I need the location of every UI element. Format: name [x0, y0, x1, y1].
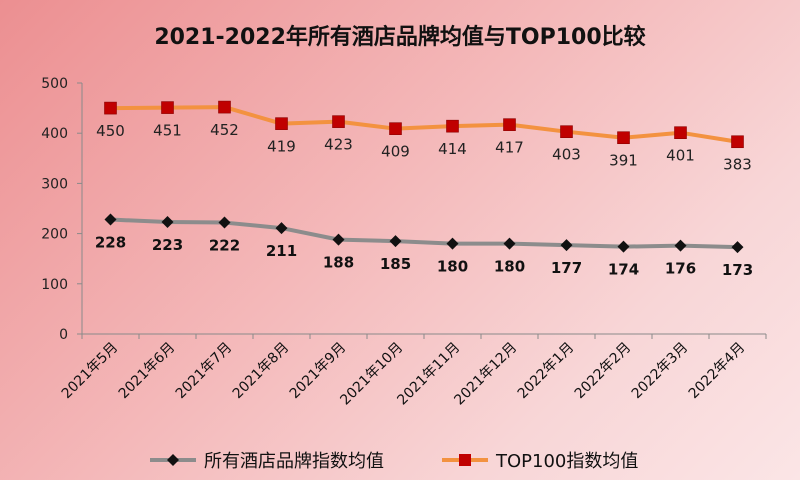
data-label: 403	[552, 146, 581, 164]
data-label: 417	[495, 139, 524, 157]
data-label: 414	[438, 140, 467, 158]
x-tick-label: 2022年4月	[686, 340, 749, 403]
data-point	[560, 239, 573, 252]
data-point	[332, 233, 345, 246]
series-2: 450 451 452 419 423 409 414 417 403 391 401 383	[96, 100, 752, 174]
data-label: 228	[95, 234, 126, 252]
data-point	[617, 240, 630, 253]
series-1: 228 223 222 211 188 185 180 180 177 174 176 173	[95, 213, 753, 279]
x-tick-label: 2022年1月	[515, 340, 578, 403]
x-tick-label: 2021年6月	[116, 340, 179, 403]
data-label: 423	[324, 136, 353, 154]
x-tick-label: 2022年2月	[572, 340, 635, 403]
data-label: 223	[152, 236, 183, 254]
data-point	[275, 117, 288, 130]
data-point	[218, 216, 231, 229]
y-tick-label: 300	[41, 176, 68, 192]
data-point	[389, 235, 402, 248]
legend-label: TOP100指数均值	[495, 451, 638, 472]
chart-title: 2021-2022年所有酒店品牌均值与TOP100比较	[154, 24, 645, 50]
data-label: 452	[210, 121, 239, 139]
data-point	[218, 100, 231, 114]
data-point	[332, 115, 345, 128]
x-tick-label: 2021年7月	[173, 340, 236, 403]
y-tick-label: 100	[41, 277, 68, 293]
x-tick-label: 2021年9月	[287, 340, 350, 403]
data-point	[446, 237, 459, 250]
legend-item-2: TOP100指数均值	[442, 451, 638, 472]
data-point	[275, 222, 288, 235]
data-point	[446, 119, 459, 133]
data-label: 177	[551, 259, 582, 277]
y-tick-label: 200	[41, 227, 68, 243]
data-label: 176	[665, 260, 696, 278]
x-tick-label: 2022年3月	[629, 340, 692, 403]
data-point	[617, 131, 630, 145]
data-label: 419	[267, 138, 296, 156]
data-label: 401	[666, 147, 695, 165]
series-line	[110, 105, 738, 144]
x-tick-label: 2021年8月	[230, 340, 293, 403]
data-label: 383	[723, 156, 752, 174]
y-tick-label: 500	[41, 76, 68, 92]
legend-label: 所有酒店品牌指数均值	[204, 451, 384, 472]
data-point	[104, 101, 117, 115]
data-label: 450	[96, 122, 125, 140]
data-label: 180	[494, 258, 525, 276]
series-line	[110, 217, 738, 250]
data-label: 451	[153, 122, 182, 140]
data-label: 222	[209, 237, 240, 255]
data-label: 185	[380, 255, 411, 273]
data-label: 180	[437, 258, 468, 276]
data-point	[104, 213, 117, 226]
data-point	[161, 101, 174, 114]
data-label: 211	[266, 242, 297, 260]
data-point	[503, 237, 516, 250]
legend-swatch-marker	[459, 454, 471, 466]
data-point	[731, 241, 744, 254]
data-label: 409	[381, 143, 410, 161]
data-label: 174	[608, 261, 639, 279]
data-point	[731, 135, 744, 149]
legend-item-1: 所有酒店品牌指数均值	[150, 451, 384, 472]
data-point	[503, 118, 516, 131]
legend: 所有酒店品牌指数均值 TOP100指数均值	[150, 451, 638, 472]
data-point	[674, 126, 687, 139]
data-point	[560, 125, 573, 138]
data-point	[389, 122, 402, 135]
data-label: 173	[722, 261, 753, 279]
legend-swatch-marker	[167, 454, 179, 466]
data-point	[674, 239, 687, 252]
y-tick-label: 400	[41, 126, 68, 142]
data-point	[161, 216, 174, 229]
data-label: 391	[609, 152, 638, 170]
data-label: 188	[323, 254, 354, 272]
x-tick-label: 2021年5月	[59, 340, 122, 403]
y-tick-label: 0	[59, 327, 68, 343]
